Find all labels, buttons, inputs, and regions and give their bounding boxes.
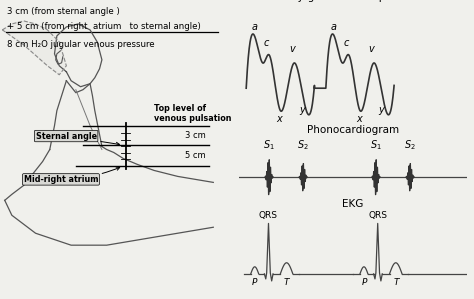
Text: $S_1$: $S_1$: [263, 139, 275, 152]
Text: $S_1$: $S_1$: [370, 139, 382, 152]
Title: Jugular venous pulse: Jugular venous pulse: [299, 0, 408, 2]
Text: x: x: [356, 114, 362, 124]
Polygon shape: [2, 21, 66, 75]
Text: v: v: [368, 44, 374, 54]
Text: y: y: [299, 105, 305, 115]
Title: EKG: EKG: [342, 199, 364, 208]
Text: y: y: [379, 105, 384, 115]
Text: Top level of
venous pulsation: Top level of venous pulsation: [154, 104, 232, 123]
Text: 3 cm: 3 cm: [185, 131, 206, 140]
Text: QRS: QRS: [259, 211, 278, 220]
Text: 8 cm H₂O jugular venous pressure: 8 cm H₂O jugular venous pressure: [7, 40, 155, 49]
Title: Phonocardiogram: Phonocardiogram: [307, 125, 399, 135]
Text: 3 cm (from sternal angle ): 3 cm (from sternal angle ): [7, 7, 120, 16]
Text: Sternal angle: Sternal angle: [36, 132, 119, 146]
Text: $S_2$: $S_2$: [404, 139, 416, 152]
Text: $S_2$: $S_2$: [297, 139, 309, 152]
Text: + 5 cm (from right  atrium   to sternal angle): + 5 cm (from right atrium to sternal ang…: [7, 22, 201, 31]
Text: a: a: [251, 22, 257, 32]
Text: v: v: [289, 44, 294, 54]
Text: a: a: [331, 22, 337, 32]
Text: P: P: [361, 278, 367, 287]
Text: P: P: [252, 278, 257, 287]
Text: T: T: [284, 278, 290, 287]
Text: 5 cm: 5 cm: [185, 151, 206, 160]
Text: c: c: [264, 38, 269, 48]
Text: QRS: QRS: [368, 211, 387, 220]
Text: T: T: [393, 278, 399, 287]
Text: Mid-right atrium: Mid-right atrium: [24, 167, 119, 184]
Text: x: x: [276, 114, 282, 124]
Text: c: c: [344, 38, 349, 48]
